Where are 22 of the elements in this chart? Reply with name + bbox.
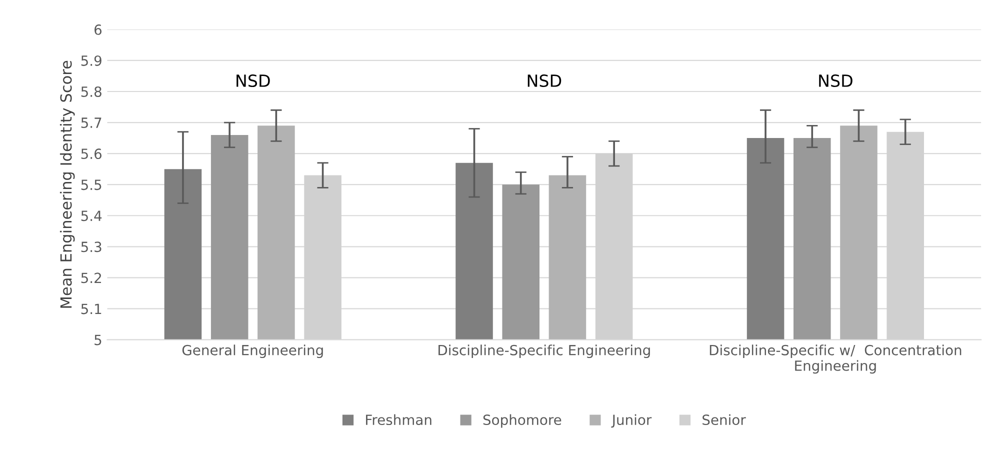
y-tick-label: 6	[94, 24, 102, 35]
y-tick-label: 5.5	[81, 180, 102, 190]
y-tick-label: 5.9	[81, 55, 102, 66]
y-tick-label: 5.6	[81, 148, 102, 160]
legend-label: Sophomore	[483, 414, 562, 428]
y-tick-label: 5	[94, 334, 102, 346]
y-tick-label: 5.7	[81, 118, 102, 128]
x-tick-label: General Engineering	[182, 344, 323, 358]
y-tick-label: 5.1	[81, 304, 102, 314]
annotation: NSD	[819, 74, 852, 88]
y-tick-label: 5.4	[81, 210, 102, 222]
annotation: NSD	[236, 74, 270, 88]
y-tick-label: 5.2	[81, 272, 101, 284]
y-tick-label: 5.3	[81, 242, 102, 252]
x-tick-label: Discipline-Specific w/ Concentration Engineering	[710, 344, 962, 374]
legend-label: Freshman	[366, 414, 432, 426]
legend-label: Junior	[611, 414, 652, 428]
x-tick-label: Discipline-Specific Engineering	[438, 344, 650, 358]
annotation: NSD	[528, 74, 562, 88]
y-tick-label: 5.8	[81, 86, 102, 97]
y-axis-title: Mean Engineering Identity Score	[60, 60, 75, 308]
legend-label: Senior	[702, 414, 746, 426]
